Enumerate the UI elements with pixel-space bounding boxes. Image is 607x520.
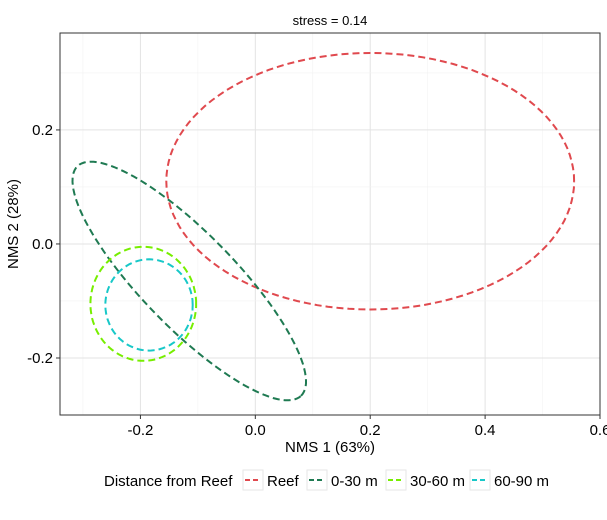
legend-label-0-30-m: 0-30 m	[331, 473, 378, 490]
ellipses	[71, 51, 576, 402]
x-tick-label: 0.0	[245, 422, 266, 439]
ellipse-30-60-m	[89, 245, 198, 362]
x-tick-label: -0.2	[127, 422, 153, 439]
y-tick-label: 0.2	[32, 122, 53, 139]
ellipse-0-30-m	[71, 160, 307, 402]
x-tick-label: 0.4	[475, 422, 496, 439]
y-tick-label: 0.0	[32, 236, 53, 253]
legend: Distance from Reef Reef 0-30 m 30-60 m 60-9…	[104, 469, 549, 491]
y-axis: -0.2 0.0 0.2	[27, 122, 60, 367]
y-tick-label: -0.2	[27, 350, 53, 367]
panel-border	[59, 32, 601, 416]
ellipse-reef	[165, 51, 576, 311]
x-axis-title: NMS 1 (63%)	[285, 439, 375, 456]
legend-label-60-90-m: 60-90 m	[494, 473, 549, 490]
x-tick-label: 0.6	[590, 422, 607, 439]
plot-title: stress = 0.14	[293, 13, 368, 28]
legend-label-30-60-m: 30-60 m	[410, 473, 465, 490]
legend-title: Distance from Reef	[104, 473, 233, 490]
x-axis: -0.2 0.0 0.2 0.4 0.6	[127, 415, 607, 439]
y-axis-title: NMS 2 (28%)	[5, 179, 22, 269]
legend-label-reef: Reef	[267, 473, 300, 490]
ellipse-60-90-m	[104, 258, 194, 352]
x-tick-label: 0.2	[360, 422, 381, 439]
